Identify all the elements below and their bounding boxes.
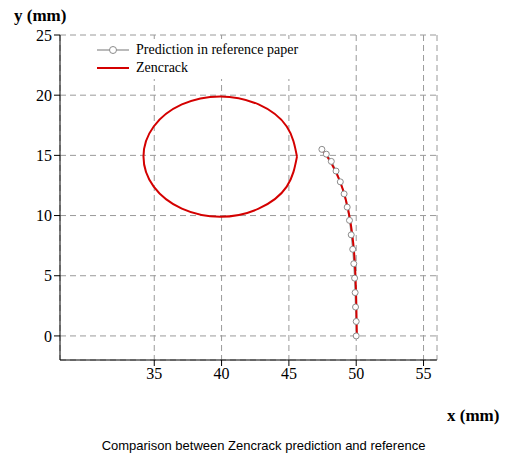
html-text:x (mm): x (mm) [447, 406, 500, 425]
svg-text:5: 5 [44, 267, 52, 284]
html-text:Zencrack: Zencrack [136, 60, 189, 75]
svg-text:45: 45 [281, 365, 297, 382]
svg-text:10: 10 [36, 207, 52, 224]
svg-text:20: 20 [36, 87, 52, 104]
svg-text:0: 0 [44, 328, 52, 345]
svg-text:15: 15 [36, 147, 52, 164]
svg-text:25: 25 [36, 27, 52, 44]
svg-text:50: 50 [348, 365, 364, 382]
svg-text:40: 40 [214, 365, 230, 382]
svg-text:55: 55 [416, 365, 432, 382]
html-text:Comparison between Zencrack pr: Comparison between Zencrack prediction a… [101, 438, 426, 453]
html-text:Prediction in reference paper: Prediction in reference paper [136, 42, 299, 57]
html-text:y (mm): y (mm) [14, 6, 67, 25]
svg-text:35: 35 [146, 365, 162, 382]
